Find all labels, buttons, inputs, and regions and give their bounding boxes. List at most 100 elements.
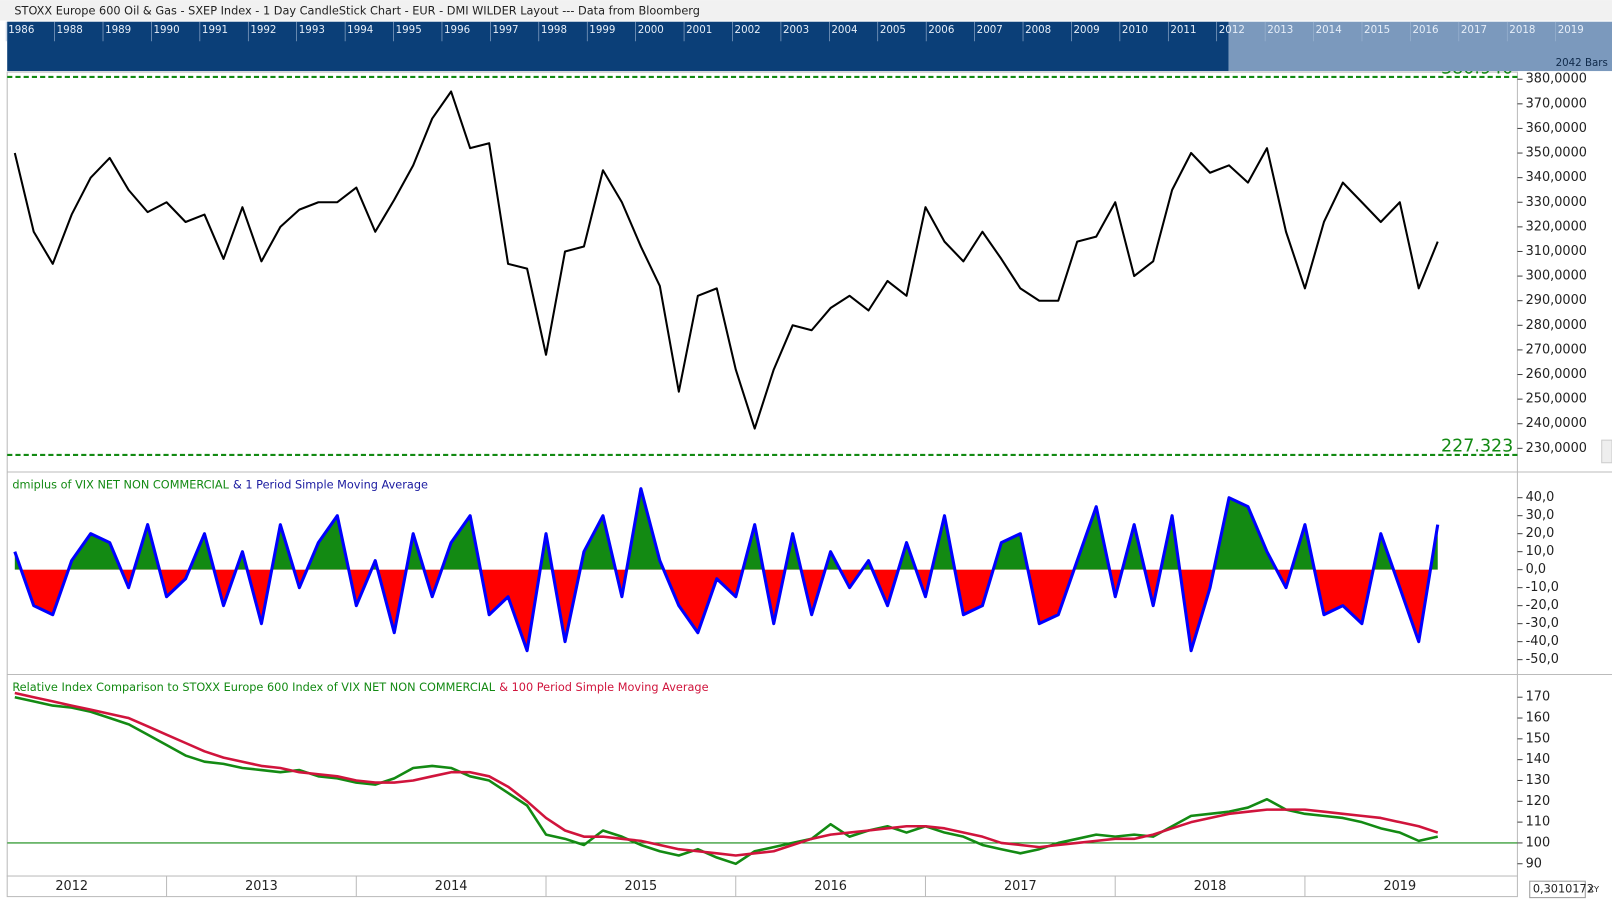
navigator-year: 2019	[1558, 24, 1584, 36]
navigator-year: 2012	[1219, 24, 1245, 36]
y-tick-label: 340,0000	[1526, 170, 1587, 185]
y-tick-label: 100	[1526, 835, 1551, 850]
navigator-year: 2002	[735, 24, 761, 36]
panel-title: & 1 Period Simple Moving Average	[233, 478, 428, 491]
y-tick-label: 170	[1526, 690, 1551, 705]
y-tick-label: 250,0000	[1526, 392, 1587, 407]
navigator-year: 2015	[1364, 24, 1390, 36]
x-tick-label: 2017	[1004, 879, 1037, 894]
x-tick-label: 2013	[245, 879, 278, 894]
y-tick-label: 290,0000	[1526, 293, 1587, 308]
y-tick-label: 20,0	[1526, 526, 1555, 541]
y-tick-label: 320,0000	[1526, 219, 1587, 234]
navigator-year: 2009	[1074, 24, 1100, 36]
navigator-year: 2016	[1412, 24, 1438, 36]
y-tick-label: 130	[1526, 773, 1551, 788]
navigator-year: 1993	[299, 24, 325, 36]
y-tick-label: 280,0000	[1526, 318, 1587, 333]
y-tick-label: 240,0000	[1526, 416, 1587, 431]
y-tick-label: 230,0000	[1526, 441, 1587, 456]
navigator-year: 1989	[105, 24, 131, 36]
navigator-year: 2007	[977, 24, 1003, 36]
navigator-year: 2008	[1025, 24, 1051, 36]
navigator-year: 2004	[831, 24, 857, 36]
y-tick-label: 330,0000	[1526, 195, 1587, 210]
y-tick-label: 0,0	[1526, 562, 1546, 577]
y-tick-label: -10,0	[1526, 580, 1559, 595]
navigator-year: 1999	[589, 24, 615, 36]
y-tick-label: 110	[1526, 815, 1551, 830]
navigator-year: 2000	[638, 24, 664, 36]
window-title: STOXX Europe 600 Oil & Gas - SXEP Index …	[14, 4, 700, 17]
navigator-bars: 2042 Bars	[1556, 57, 1608, 69]
y-tick-label: -50,0	[1526, 652, 1559, 667]
panel-title: Relative Index Comparison to STOXX Europ…	[12, 681, 495, 694]
navigator-year: 2003	[783, 24, 809, 36]
series-line	[13, 487, 1440, 653]
x-tick-label: 2016	[814, 879, 847, 894]
navigator-year: 1990	[153, 24, 179, 36]
navigator-window	[1228, 21, 1612, 72]
navigator-year: 1995	[396, 24, 422, 36]
y-tick-label: 90	[1526, 856, 1542, 871]
navigator	[7, 21, 1229, 72]
series-line	[13, 90, 1439, 430]
navigator-year: 1998	[541, 24, 567, 36]
navigator-year: 2017	[1461, 24, 1487, 36]
navigator-year: 1996	[444, 24, 470, 36]
navigator-year: 2010	[1122, 24, 1148, 36]
y-tick-label: 120	[1526, 794, 1551, 809]
navigator-year: 2001	[686, 24, 712, 36]
panel-title: & 100 Period Simple Moving Average	[499, 681, 708, 694]
navigator-year: 2006	[928, 24, 954, 36]
plot-frame	[6, 71, 1518, 877]
x-tick-label: 2018	[1194, 879, 1227, 894]
navigator-year: 1992	[250, 24, 276, 36]
time-axis	[6, 875, 1518, 898]
x-tick-label: 2012	[55, 879, 88, 894]
y-tick-label: 370,0000	[1526, 96, 1587, 111]
y-tick-label: -20,0	[1526, 598, 1559, 613]
y-tick-label: 270,0000	[1526, 342, 1587, 357]
navigator-year: 1997	[492, 24, 518, 36]
y-tick-label: 150	[1526, 731, 1551, 746]
x-tick-label: 2014	[435, 879, 468, 894]
y-tick-label: 30,0	[1526, 508, 1555, 523]
y-tick-label: 140	[1526, 752, 1551, 767]
side-tab[interactable]	[1601, 439, 1612, 464]
y-tick-label: -40,0	[1526, 634, 1559, 649]
navigator-year: 2013	[1267, 24, 1293, 36]
navigator-year: 2018	[1509, 24, 1535, 36]
title-bar	[0, 0, 1612, 21]
navigator-year: 1986	[8, 24, 34, 36]
y-tick-label: 300,0000	[1526, 269, 1587, 284]
x-tick-label: 2015	[625, 879, 658, 894]
x-tick-label: 2019	[1383, 879, 1416, 894]
navigator-year: 2011	[1170, 24, 1196, 36]
navigator-year: 2005	[880, 24, 906, 36]
y-tick-label: 360,0000	[1526, 121, 1587, 136]
y-tick-label: 160	[1526, 711, 1551, 726]
navigator-year: 1991	[202, 24, 228, 36]
y-tick-label: 260,0000	[1526, 367, 1587, 382]
y-tick-label: 40,0	[1526, 490, 1555, 505]
y-tick-label: 310,0000	[1526, 244, 1587, 259]
y-tick-label: 350,0000	[1526, 146, 1587, 161]
cursor-value-box	[1529, 880, 1586, 899]
y-tick-label: 380,0000	[1526, 72, 1587, 87]
panel	[7, 691, 1518, 866]
panel	[13, 487, 1440, 653]
panel-title: dmiplus of VIX NET NON COMMERCIAL	[12, 478, 229, 491]
y-tick-label: -30,0	[1526, 616, 1559, 631]
navigator-year: 2014	[1316, 24, 1342, 36]
y-tick-label: 10,0	[1526, 544, 1555, 559]
series-line	[14, 695, 1439, 866]
navigator-year: 1988	[57, 24, 83, 36]
series-line	[14, 691, 1439, 857]
cursor-value: 0,3010172	[1533, 882, 1594, 895]
xy-toggle[interactable]: XY	[1588, 884, 1600, 894]
panel	[13, 90, 1439, 430]
level-label: 227.323	[1441, 437, 1513, 457]
